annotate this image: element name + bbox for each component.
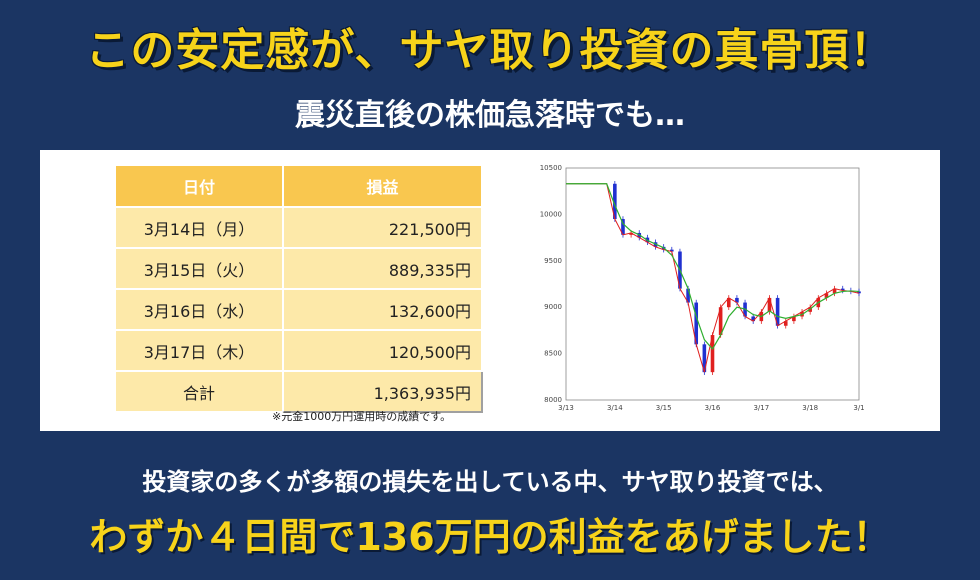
row-value: 132,600円 xyxy=(282,288,483,331)
x-tick-label: 3/1 xyxy=(853,404,864,412)
candle-body xyxy=(775,297,780,326)
candle-body xyxy=(840,288,845,291)
y-tick-label: 10000 xyxy=(540,210,562,218)
headline: この安定感が、サヤ取り投資の真骨頂！ xyxy=(85,25,895,76)
row-value: 221,500円 xyxy=(282,206,483,249)
table-total-row: 合計 1,363,935円 xyxy=(114,370,483,413)
row-date: 3月14日（月） xyxy=(114,206,284,249)
candle-body xyxy=(718,307,723,336)
series-line xyxy=(566,183,860,350)
candle-body xyxy=(702,344,707,373)
candle-body xyxy=(686,288,690,303)
candle-body xyxy=(613,183,617,220)
x-tick-label: 3/14 xyxy=(607,404,623,412)
y-tick-label: 10500 xyxy=(540,164,562,172)
candle-body xyxy=(694,302,699,345)
bottom-text-line1: 投資家の多くが多額の損失を出している中、サヤ取り投資では、 xyxy=(142,468,838,496)
total-label: 合計 xyxy=(114,370,284,413)
series-line xyxy=(566,183,860,373)
candle-body xyxy=(710,335,715,373)
x-tick-label: 3/17 xyxy=(753,404,769,412)
candle-body xyxy=(783,321,788,326)
row-date: 3月15日（火） xyxy=(114,247,284,290)
y-tick-label: 8500 xyxy=(544,350,562,358)
candle-body xyxy=(751,316,755,322)
footnote: ※元金1000万円運用時の成績です。 xyxy=(272,410,452,423)
candle-body xyxy=(670,249,674,252)
row-value: 120,500円 xyxy=(282,329,483,372)
table-row: 3月17日（木） 120,500円 xyxy=(114,329,483,372)
price-chart: 10500 10000 9500 9000 8500 8000 3/13 3/14 3/15 3… xyxy=(540,164,865,412)
x-tick-label: 3/13 xyxy=(558,404,574,412)
y-tick-label: 9500 xyxy=(544,257,562,265)
candle-body xyxy=(832,288,837,294)
candle-body xyxy=(735,297,739,303)
candle-body xyxy=(824,293,829,298)
x-tick-label: 3/18 xyxy=(802,404,818,412)
y-tick-label: 8000 xyxy=(544,396,562,404)
x-tick-label: 3/15 xyxy=(656,404,672,412)
bottom-text-line2: わずか４日間で136万円の利益をあげました！ xyxy=(89,515,891,559)
profit-table: 日付 損益 3月14日（月） 221,500円 3月15日（火） 889,335… xyxy=(114,164,483,413)
total-value: 1,363,935円 xyxy=(282,370,483,413)
candle-body xyxy=(767,297,772,312)
results-panel: 日付 損益 3月14日（月） 221,500円 3月15日（火） 889,335… xyxy=(40,150,940,431)
header-profit: 損益 xyxy=(282,164,483,208)
x-tick-label: 3/16 xyxy=(705,404,721,412)
candle-body xyxy=(629,232,633,235)
subheadline: 震災直後の株価急落時でも… xyxy=(295,98,685,133)
candle-body xyxy=(792,316,796,322)
y-tick-label: 9000 xyxy=(544,303,562,311)
row-date: 3月16日（水） xyxy=(114,288,284,331)
table-header-row: 日付 損益 xyxy=(114,164,483,208)
header-date: 日付 xyxy=(114,164,284,208)
candle-body xyxy=(621,219,625,235)
row-date: 3月17日（木） xyxy=(114,329,284,372)
candle-body xyxy=(726,297,731,308)
table-row: 3月16日（水） 132,600円 xyxy=(114,288,483,331)
table-row: 3月15日（火） 889,335円 xyxy=(114,247,483,290)
row-value: 889,335円 xyxy=(282,247,483,290)
candle-body xyxy=(857,291,861,294)
table-row: 3月14日（月） 221,500円 xyxy=(114,206,483,249)
